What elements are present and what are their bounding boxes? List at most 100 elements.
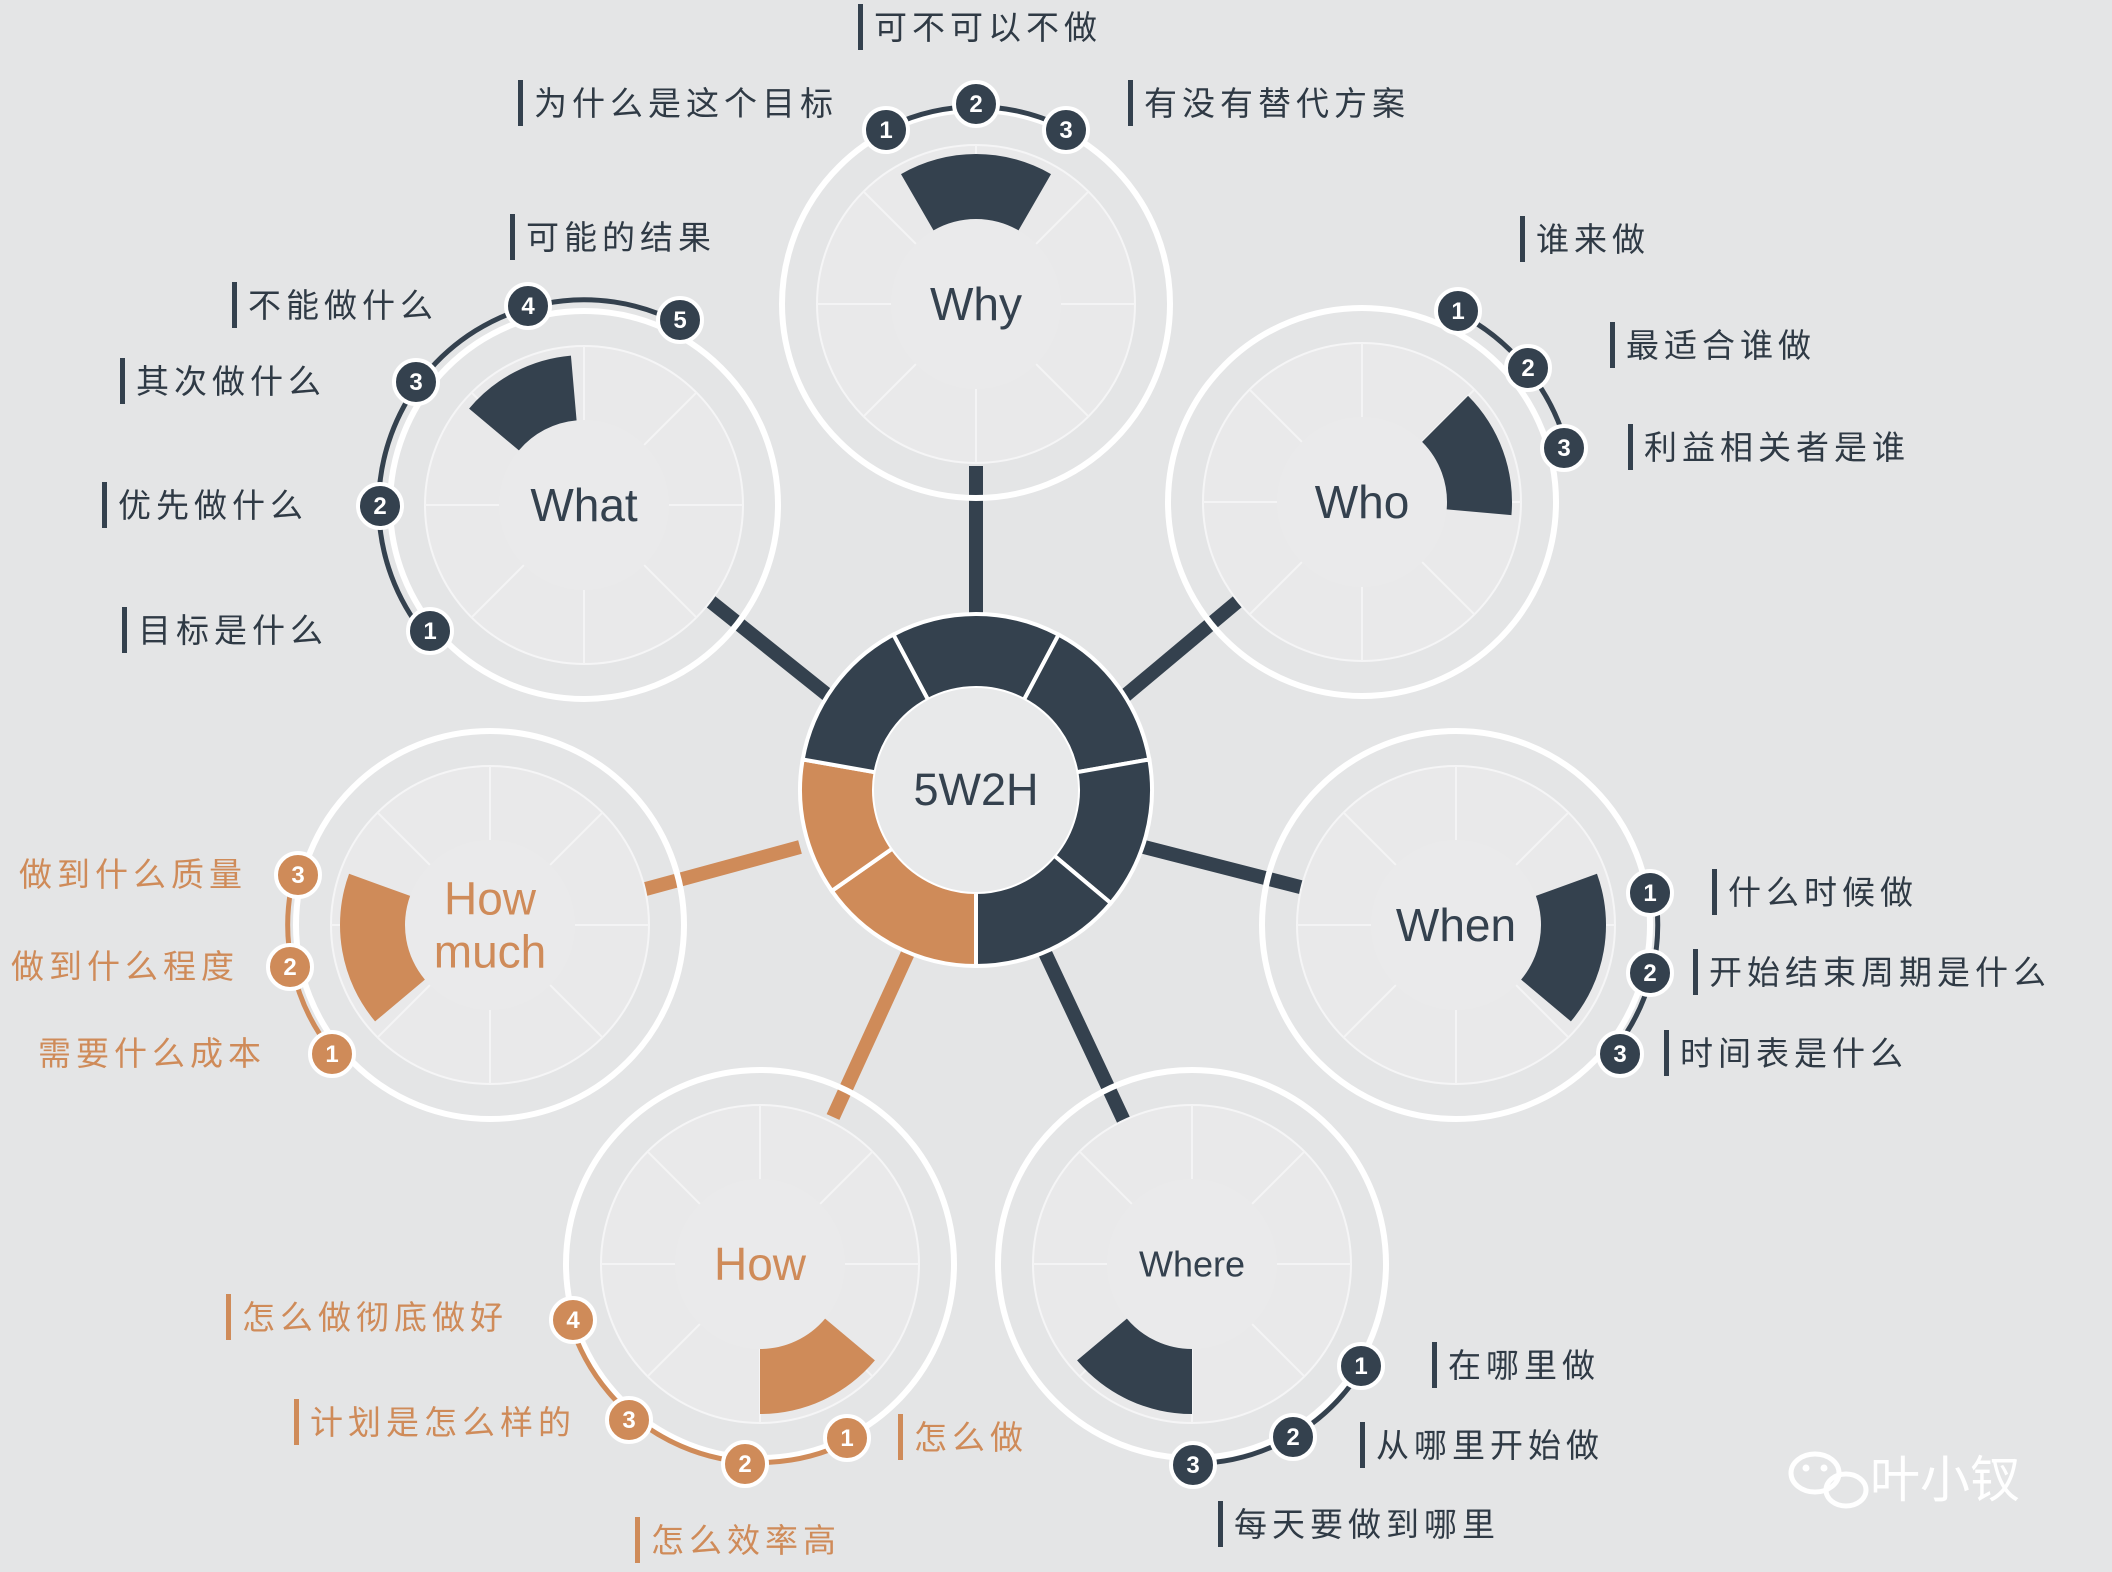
item-label: 每天要做到哪里 — [1234, 1505, 1500, 1544]
hub-inner-divider — [1078, 1150, 1133, 1205]
spoke-who — [1115, 591, 1248, 706]
hub-core — [1371, 840, 1541, 1010]
hub-inner-divider — [1035, 190, 1090, 245]
item-label-group: 怎么效率高 — [635, 1517, 836, 1563]
item-number: 2 — [373, 493, 386, 520]
label-bar — [518, 80, 523, 126]
spoke-where — [1033, 939, 1131, 1124]
item-label: 需要什么成本 — [38, 1034, 266, 1073]
spoke-howmuch — [640, 840, 802, 897]
item-label-group: 可能的结果 — [510, 214, 716, 260]
hub-title: much — [434, 926, 546, 978]
item-label: 有没有替代方案 — [1144, 84, 1410, 123]
item-badge: 1 — [1434, 287, 1482, 335]
item-label: 计划是怎么样的 — [310, 1403, 576, 1442]
item-label-group: 怎么做 — [898, 1414, 1028, 1460]
hub-title: Why — [930, 278, 1022, 330]
label-bar — [635, 1517, 640, 1563]
item-number: 1 — [879, 117, 892, 144]
connector-spokes — [640, 466, 1310, 1124]
item-label-group: 其次做什么 — [120, 358, 321, 404]
hub-core — [499, 420, 669, 590]
item-badge: 4 — [504, 282, 552, 330]
label-bar — [1360, 1422, 1365, 1468]
item-label-group: 有没有替代方案 — [1128, 80, 1410, 126]
item-number: 2 — [283, 954, 296, 981]
hub-core — [1277, 417, 1447, 587]
item-badge: 1 — [1337, 1342, 1385, 1390]
hub-highlight-sector — [1422, 395, 1512, 516]
item-label-group: 优先做什么 — [102, 482, 303, 528]
item-badge: 3 — [1169, 1441, 1217, 1489]
item-label: 做到什么程度 — [11, 947, 239, 986]
item-label-group: 目标是什么 — [122, 607, 328, 653]
hub-inner-divider — [1515, 984, 1570, 1039]
hub-inner-divider — [549, 984, 604, 1039]
item-label-group: 什么时候做 — [1712, 869, 1913, 915]
spoke-what — [705, 595, 845, 711]
label-bar — [1128, 80, 1133, 126]
label-bar — [1664, 1030, 1669, 1076]
item-number: 5 — [673, 307, 686, 334]
item-label-group: 做到什么程度 — [11, 947, 239, 986]
hub-item-arc — [567, 1320, 850, 1466]
hub-when: When 1 什么时候做 2 开始结束周期是什么 3 时间表是什么 — [1259, 728, 2051, 1122]
spoke-when — [1138, 839, 1310, 896]
label-bar — [1432, 1342, 1437, 1388]
hub-inner-divider — [643, 564, 698, 619]
item-label: 怎么做 — [914, 1418, 1028, 1457]
item-badge: 2 — [721, 1440, 769, 1488]
hub-core — [405, 840, 575, 1010]
hub-inner-divider — [376, 811, 431, 866]
item-number: 3 — [1186, 1452, 1199, 1479]
item-badge: 4 — [549, 1296, 597, 1344]
item-label: 时间表是什么 — [1680, 1034, 1908, 1073]
label-bar — [510, 214, 515, 260]
item-badge: 1 — [862, 106, 910, 154]
item-number: 1 — [1451, 298, 1464, 325]
item-label-group: 利益相关者是谁 — [1628, 424, 1905, 470]
item-badge: 2 — [1504, 344, 1552, 392]
hub-inner-divider — [862, 190, 917, 245]
hub-title: Who — [1315, 476, 1410, 528]
item-label-group: 最适合谁做 — [1610, 322, 1811, 368]
label-bar — [858, 4, 863, 50]
item-label: 开始结束周期是什么 — [1709, 953, 2051, 992]
hub-inner-divider — [1248, 561, 1303, 616]
item-label-group: 谁来做 — [1520, 216, 1645, 262]
item-number: 2 — [1286, 1424, 1299, 1451]
hub-who: Who 1 谁来做 2 最适合谁做 3 利益相关者是谁 — [1165, 216, 1905, 699]
label-bar — [1610, 322, 1615, 368]
item-badge: 1 — [823, 1414, 871, 1462]
item-label-group: 可不可以不做 — [858, 4, 1102, 50]
item-label: 可不可以不做 — [874, 8, 1102, 47]
hub-title: How — [444, 873, 537, 925]
hub-inner-divider — [470, 564, 525, 619]
label-bar — [1218, 1501, 1223, 1547]
label-bar — [122, 607, 127, 653]
item-label-group: 不能做什么 — [232, 282, 433, 328]
item-label-group: 时间表是什么 — [1664, 1030, 1908, 1076]
hub-title: Where — [1139, 1244, 1245, 1285]
item-number: 1 — [1354, 1353, 1367, 1380]
center-title: 5W2H — [913, 764, 1038, 815]
hub-group: Why 1 为什么是这个目标 2 可不可以不做 3 有没有替代方案 Who 1 谁来做 2 最适合谁做… — [11, 4, 2051, 1563]
item-badge: 3 — [274, 851, 322, 899]
hub-core — [1107, 1179, 1277, 1349]
center-disc — [874, 688, 1078, 892]
item-number: 3 — [1613, 1041, 1626, 1068]
hub-inner-divider — [376, 984, 431, 1039]
item-badge: 2 — [356, 482, 404, 530]
hub-inner-divider — [1251, 1150, 1306, 1205]
hub-how: How 1 怎么做 2 怎么效率高 3 计划是怎么样的 4 怎么做彻底做好 — [226, 1067, 1028, 1563]
item-label-group: 每天要做到哪里 — [1218, 1501, 1500, 1547]
item-label: 目标是什么 — [138, 611, 328, 650]
hub-highlight-sector — [1077, 1318, 1192, 1414]
item-number: 2 — [738, 1451, 751, 1478]
item-label-group: 为什么是这个目标 — [518, 80, 833, 126]
item-label: 怎么做彻底做好 — [242, 1298, 508, 1337]
item-label: 从哪里开始做 — [1376, 1426, 1604, 1465]
item-label: 可能的结果 — [526, 218, 716, 257]
watermark-text: 叶小钗 — [1870, 1451, 2020, 1509]
